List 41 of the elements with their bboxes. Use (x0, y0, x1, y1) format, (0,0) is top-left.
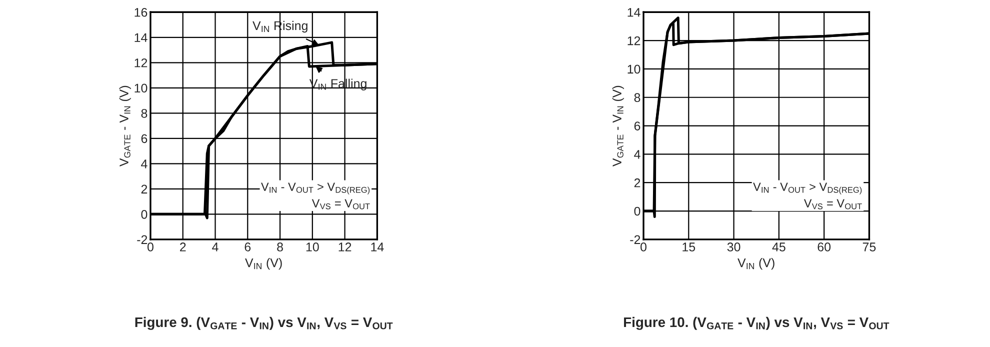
y-tick-label: 16 (134, 8, 148, 17)
x-tick-label: 0 (640, 242, 646, 252)
y-tick-label: 8 (634, 93, 640, 102)
x-tick-label: 75 (862, 242, 876, 252)
y-tick-label: 6 (634, 122, 640, 130)
y-tick-label: 0 (141, 210, 148, 219)
x-tick-label: 14 (371, 242, 384, 252)
x-tick-label: 4 (212, 242, 218, 252)
x-tick-label: 30 (727, 242, 740, 252)
x-tick-label: 8 (277, 242, 283, 252)
x-tick-label: 15 (682, 242, 696, 252)
y-tick-label: 12 (134, 58, 148, 68)
x-axis-title: V$_{IN}$ (V) (738, 258, 774, 270)
y-tick-label: 2 (141, 184, 148, 194)
x-tick-label: 12 (338, 242, 352, 252)
x-tick-label: 10 (306, 242, 319, 252)
y-tick-label: 0 (634, 206, 640, 216)
x-axis-title: V$_{IN}$ (V) (245, 258, 282, 270)
x-tick-label: 2 (180, 242, 186, 252)
y-tick-label: 4 (634, 150, 640, 159)
y-axis-title: V$_{GATE}$ - V$_{IN}$ (V) (119, 86, 131, 166)
text: V$_{IN}$ - V$_{OUT}$ > V$_{DS(REG)}$ V$_{VS}$ = V$_{OUT}$ (261, 182, 370, 210)
chart-title: Figure 9. (V$_{GATE}$ - V$_{IN}$) vs V$_{IN}$, V$_{VS}$ = V$_{OUT}$ (135, 316, 393, 330)
x-tick-label: 60 (818, 242, 831, 252)
y-tick-label: -2 (137, 235, 148, 244)
y-tick-label: 8 (141, 108, 148, 118)
x-tick-label: 0 (147, 242, 154, 252)
y-tick-label: 6 (141, 134, 148, 144)
y-tick-label: 12 (628, 36, 640, 46)
y-tick-label: 14 (628, 8, 640, 17)
chart-title: Figure 10. (V$_{GATE}$ - V$_{IN}$) vs V$_{IN}$, V$_{VS}$ = V$_{OUT}$ (624, 316, 890, 330)
y-tick-label: 2 (634, 178, 640, 188)
y-tick-label: 10 (134, 84, 148, 93)
x-tick-label: 45 (772, 242, 786, 252)
x-tick-label: 6 (244, 242, 251, 252)
y-tick-label: 14 (134, 33, 148, 42)
y-tick-label: 10 (628, 64, 640, 74)
text: V$_{IN}$ - V$_{OUT}$ > V$_{DS(REG)}$ V$_{VS}$ = V$_{OUT}$ (753, 182, 862, 210)
y-tick-label: -2 (630, 235, 640, 244)
y-axis-title: V$_{GATE}$ - V$_{IN}$ (V) (612, 86, 624, 166)
y-tick-label: 4 (141, 160, 148, 168)
